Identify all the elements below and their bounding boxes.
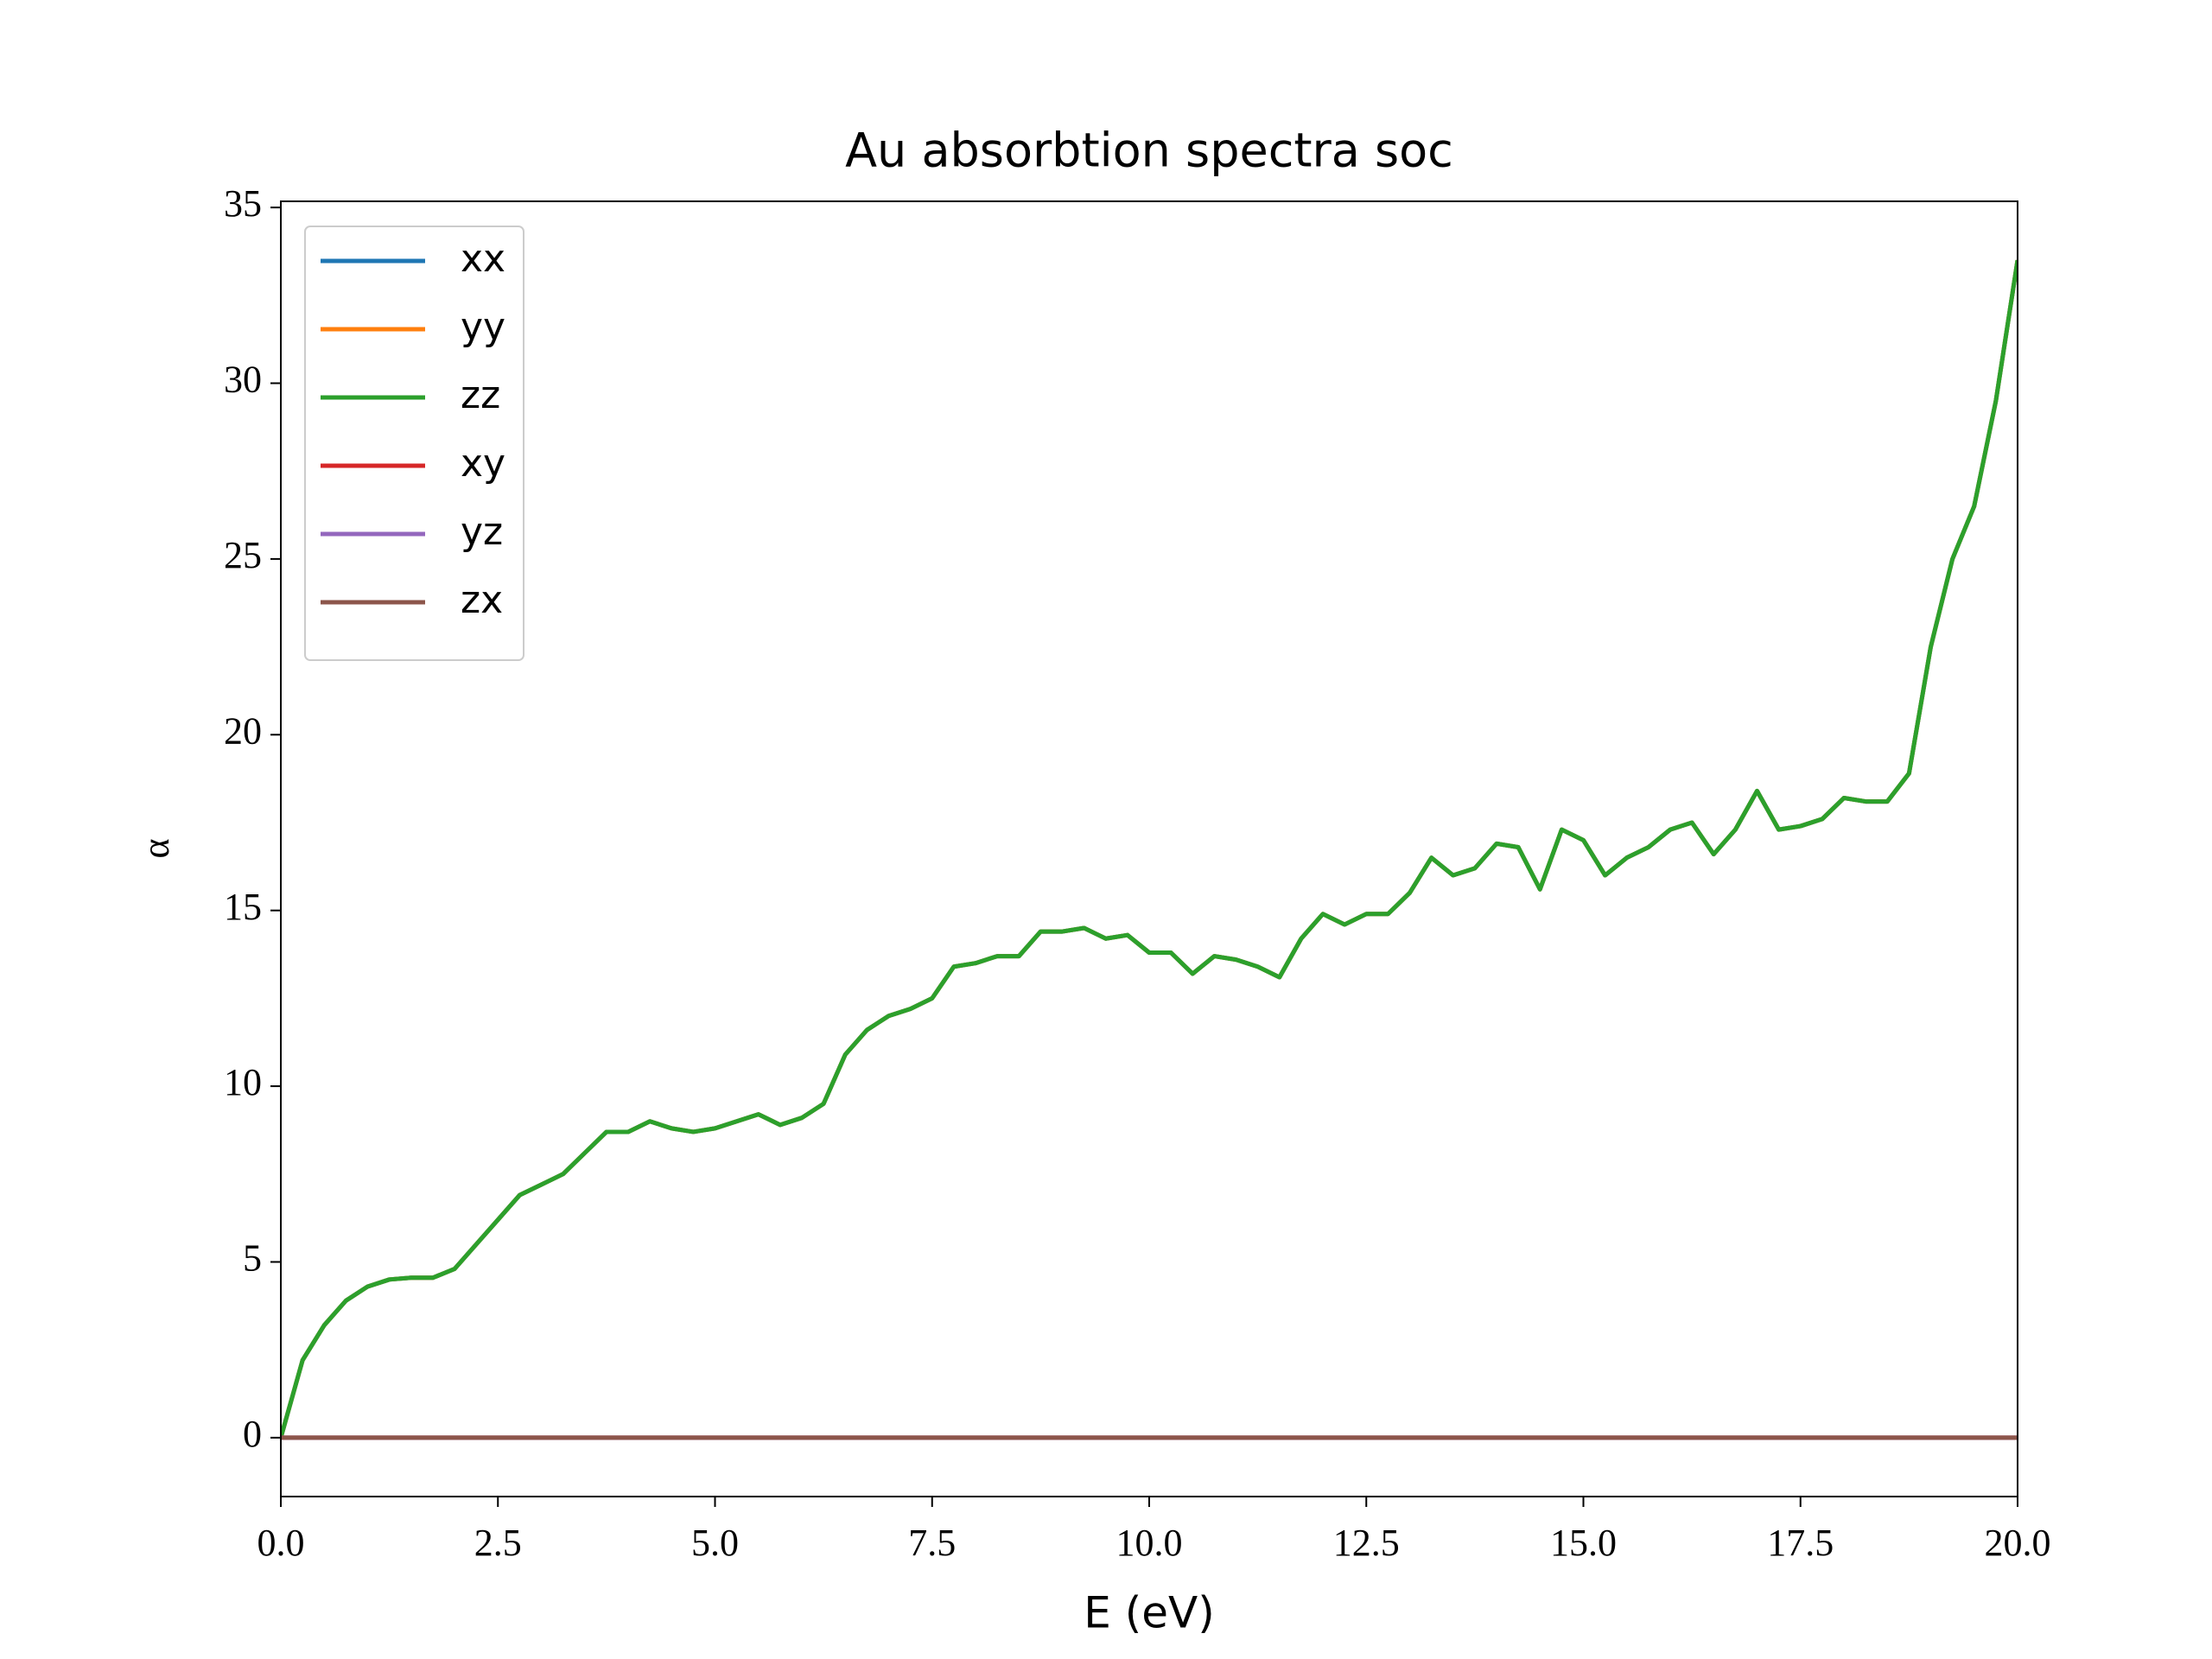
chart-title: Au absorbtion spectra soc <box>845 124 1453 178</box>
x-tick-label: 10.0 <box>1116 1522 1183 1564</box>
x-tick-label: 2.5 <box>474 1522 522 1564</box>
x-tick-label: 5.0 <box>691 1522 739 1564</box>
legend-label: xy <box>461 442 505 486</box>
y-tick-label: 35 <box>224 182 262 225</box>
legend-label: zx <box>461 578 503 622</box>
series-line <box>281 259 2018 1439</box>
legend-label: zz <box>461 373 500 417</box>
legend-label: xx <box>461 237 505 281</box>
legend-label: yy <box>461 305 505 349</box>
y-tick-label: 15 <box>224 886 262 928</box>
legend-box <box>304 226 524 661</box>
x-tick-label: 7.5 <box>908 1522 956 1564</box>
legend-label: yz <box>461 510 503 554</box>
y-tick-label: 10 <box>224 1061 262 1103</box>
x-tick-label: 15.0 <box>1550 1522 1617 1564</box>
y-tick-label: 0 <box>243 1413 262 1455</box>
x-tick-label: 20.0 <box>1985 1522 2051 1564</box>
y-tick-label: 20 <box>224 709 262 752</box>
x-axis-label: E (eV) <box>1084 1588 1214 1638</box>
x-tick-label: 17.5 <box>1767 1522 1834 1564</box>
x-tick-label: 0.0 <box>257 1522 305 1564</box>
y-tick-label: 30 <box>224 359 262 401</box>
y-tick-label: 25 <box>224 534 262 576</box>
plot-frame <box>280 200 2018 1497</box>
y-tick-label: 5 <box>243 1237 262 1280</box>
y-axis-label: α <box>135 838 177 858</box>
x-tick-label: 12.5 <box>1333 1522 1400 1564</box>
